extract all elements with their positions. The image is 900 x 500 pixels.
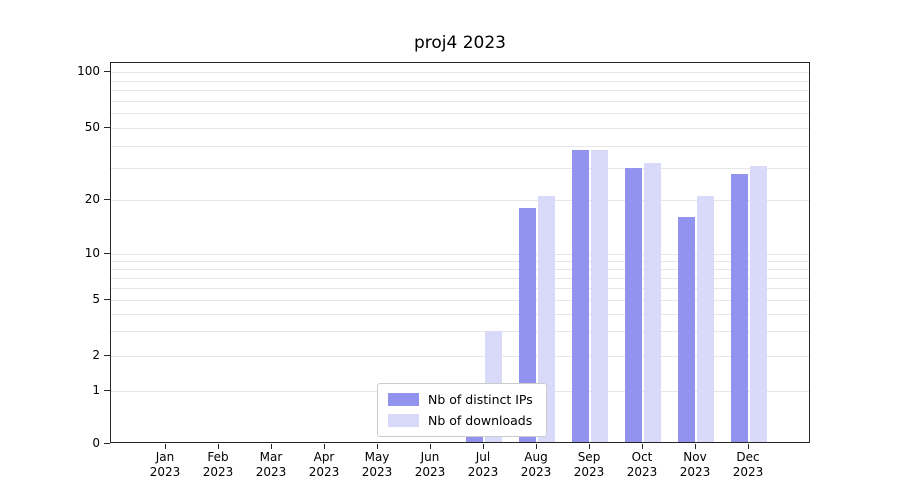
bar-ips-dec (731, 173, 748, 442)
y-tick-label: 50 (84, 120, 100, 134)
legend-item-downloads: Nb of downloads (388, 413, 533, 428)
bar-downloads-nov (697, 196, 714, 442)
x-tick-label: Jul 2023 (467, 450, 499, 479)
gridline (111, 356, 809, 357)
y-tick-label: 20 (84, 192, 100, 206)
legend-swatch-downloads (388, 414, 419, 427)
gridline (111, 277, 809, 279)
x-tick-mark (482, 444, 484, 449)
x-tick-mark (694, 444, 696, 449)
gridline (111, 287, 809, 289)
bar-ips-sep (572, 149, 589, 442)
legend-swatch-distinct-ips (388, 393, 419, 406)
gridline (111, 128, 809, 129)
y-tick-label: 5 (92, 292, 100, 306)
y-tick-label: 10 (84, 246, 100, 260)
gridline (111, 100, 809, 102)
legend-item-distinct-ips: Nb of distinct IPs (388, 392, 533, 407)
bar-downloads-aug (538, 196, 555, 442)
x-tick-label: Jan 2023 (149, 450, 181, 479)
x-tick-label: Apr 2023 (308, 450, 340, 479)
gridline (111, 200, 809, 201)
x-tick-mark (376, 444, 378, 449)
x-tick-mark (270, 444, 272, 449)
y-tick-mark (104, 443, 110, 444)
gridline (111, 268, 809, 270)
bar-downloads-oct (644, 163, 661, 442)
chart-title: proj4 2023 (413, 33, 506, 53)
y-tick-label: 100 (77, 64, 100, 78)
plot-area: Nb of distinct IPs Nb of downloads (110, 62, 810, 443)
legend-label-distinct-ips: Nb of distinct IPs (428, 392, 533, 407)
x-tick-mark (588, 444, 590, 449)
legend: Nb of distinct IPs Nb of downloads (377, 383, 547, 437)
bar-downloads-dec (750, 165, 767, 442)
bar-downloads-sep (591, 149, 608, 442)
x-tick-label: Jun 2023 (414, 450, 446, 479)
x-tick-label: Oct 2023 (626, 450, 658, 479)
x-tick-mark (217, 444, 219, 449)
gridline (111, 254, 809, 255)
x-tick-label: May 2023 (361, 450, 393, 479)
bar-ips-oct (625, 168, 642, 442)
x-tick-mark (747, 444, 749, 449)
gridline (111, 261, 809, 262)
y-tick-label: 2 (92, 348, 100, 362)
gridline (111, 72, 809, 73)
x-tick-label: Sep 2023 (573, 450, 605, 479)
x-tick-label: Nov 2023 (679, 450, 711, 479)
x-tick-mark (641, 444, 643, 449)
x-tick-mark (323, 444, 325, 449)
gridline (111, 331, 809, 333)
gridline (111, 80, 809, 82)
y-tick-label: 0 (92, 436, 100, 450)
y-tick-label: 1 (92, 383, 100, 397)
x-tick-label: Dec 2023 (732, 450, 764, 479)
x-tick-mark (535, 444, 537, 449)
gridline (111, 300, 809, 301)
gridline (111, 313, 809, 315)
gridline (111, 145, 809, 147)
gridline (111, 113, 809, 115)
x-tick-mark (429, 444, 431, 449)
x-tick-mark (164, 444, 166, 449)
x-tick-label: Aug 2023 (520, 450, 552, 479)
legend-label-downloads: Nb of downloads (428, 413, 533, 428)
gridline (111, 168, 809, 170)
gridline (111, 90, 809, 91)
x-tick-label: Mar 2023 (255, 450, 287, 479)
x-tick-label: Feb 2023 (202, 450, 234, 479)
bar-ips-nov (678, 217, 695, 442)
